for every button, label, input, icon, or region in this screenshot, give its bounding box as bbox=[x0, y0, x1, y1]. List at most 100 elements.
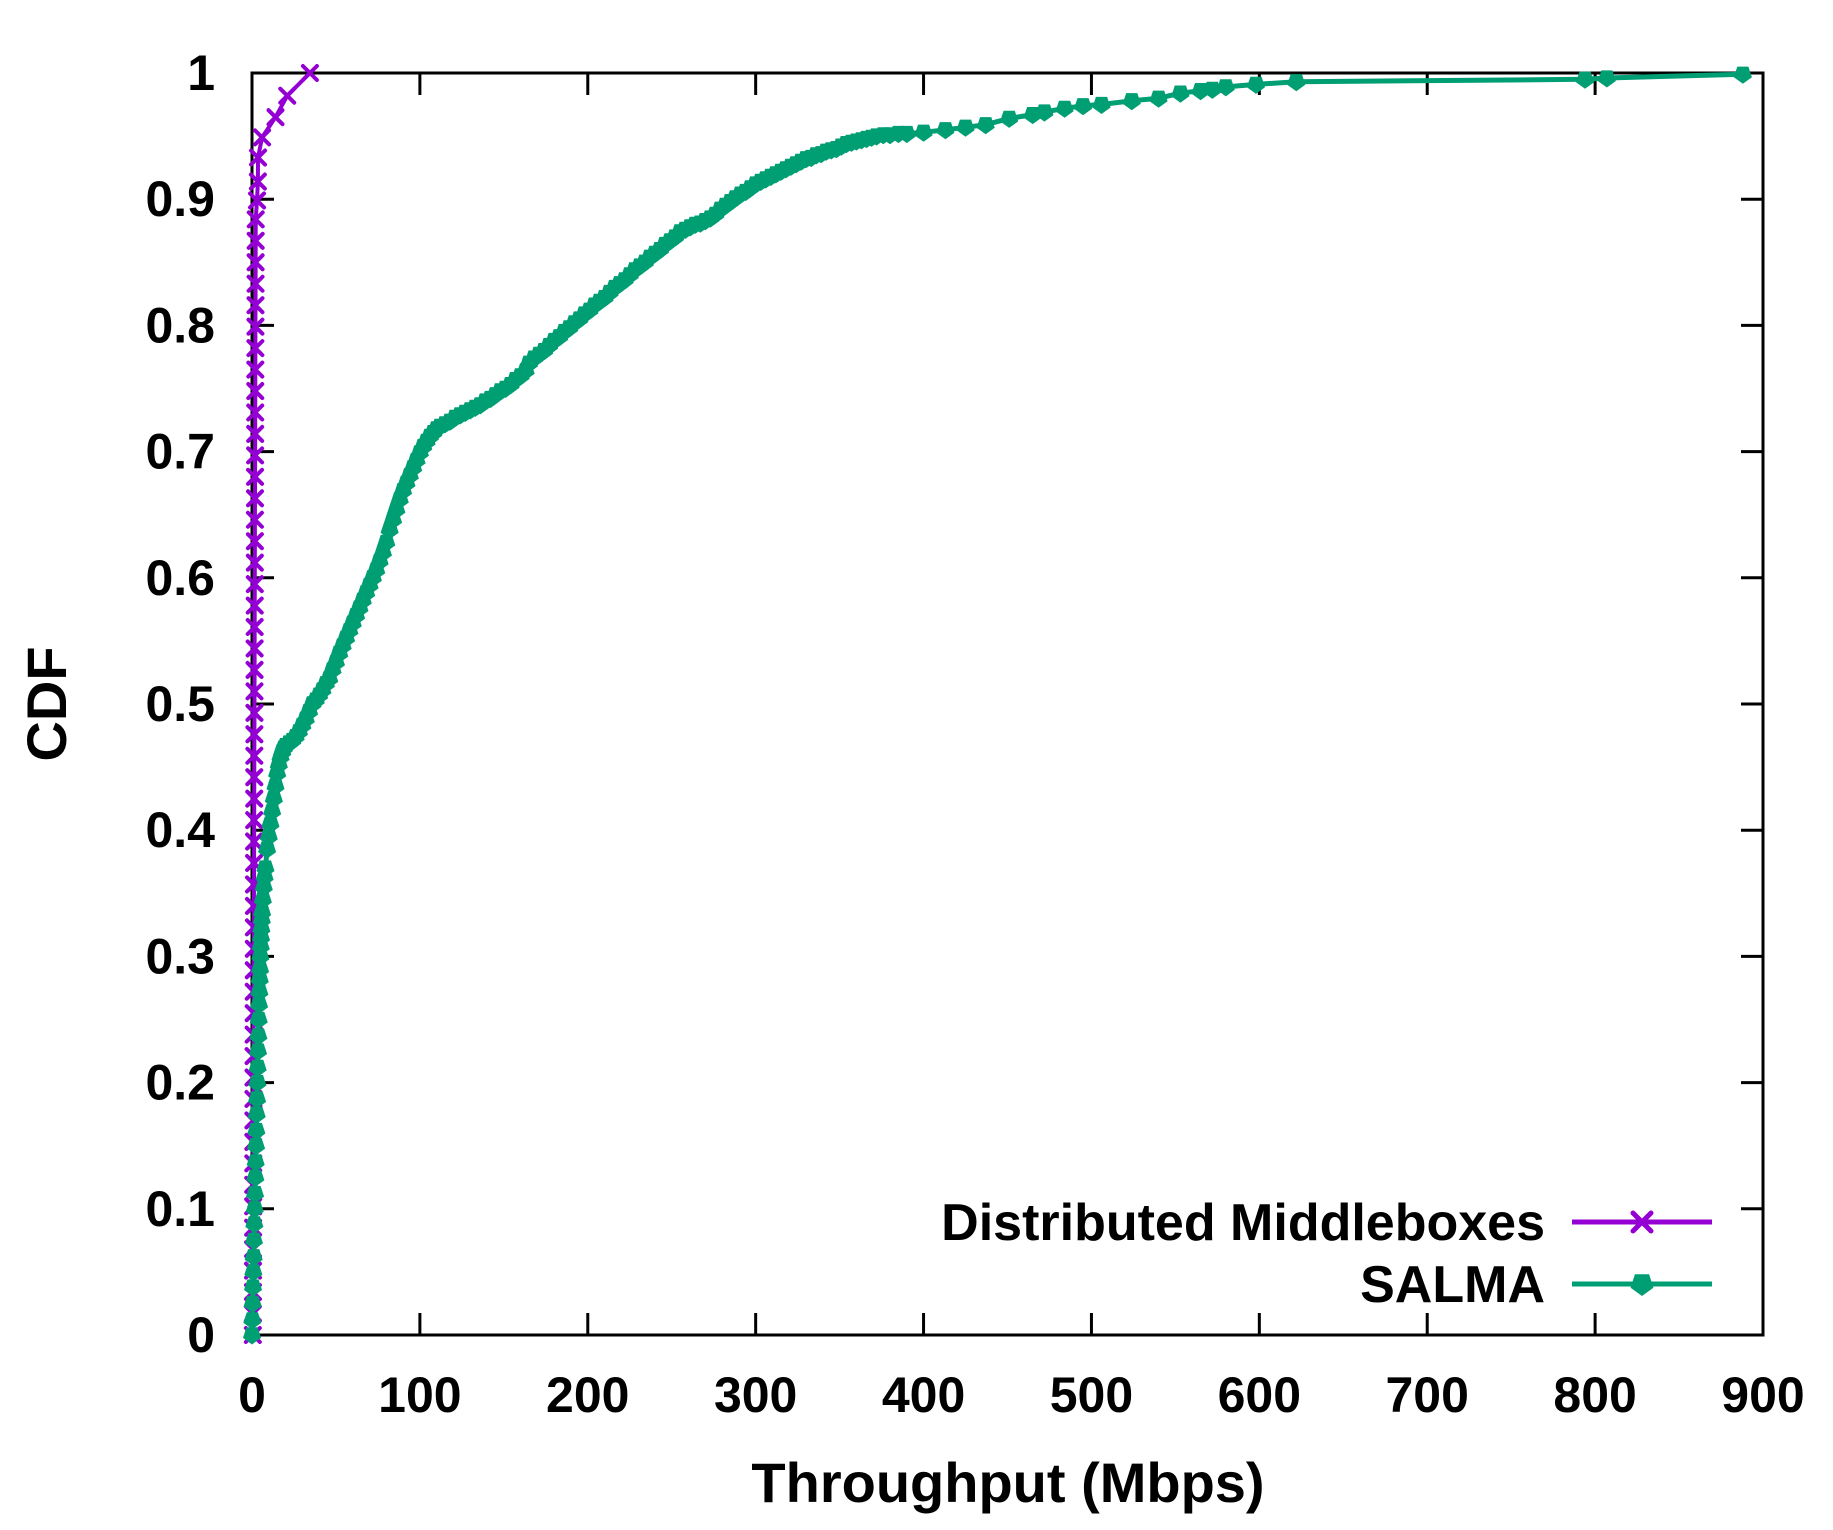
y-tick-label: 1 bbox=[187, 45, 215, 101]
x-cross-marker bbox=[248, 172, 267, 191]
pentagon-marker bbox=[250, 971, 269, 989]
x-cross-marker bbox=[246, 424, 265, 443]
x-cross-marker bbox=[245, 510, 264, 529]
pentagon-marker bbox=[246, 1169, 265, 1187]
y-tick-label: 0.4 bbox=[145, 802, 215, 858]
pentagon-marker bbox=[243, 1327, 261, 1345]
x-tick-label: 200 bbox=[546, 1367, 629, 1423]
pentagon-marker bbox=[1149, 90, 1168, 108]
pentagon-marker bbox=[249, 1028, 268, 1046]
x-cross-marker bbox=[245, 553, 264, 572]
x-axis-title: Throughput (Mbps) bbox=[751, 1451, 1264, 1514]
pentagon-marker bbox=[247, 1122, 266, 1141]
x-cross-marker bbox=[245, 660, 264, 679]
x-cross-marker bbox=[246, 317, 265, 336]
pentagon-marker bbox=[1000, 110, 1019, 128]
x-cross-marker bbox=[245, 596, 264, 615]
plot-area: 0 100 200 300 400 500 600 700 800 900 0 0.1 0.2 0.3 0.… bbox=[145, 45, 1804, 1423]
pentagon-marker bbox=[1576, 71, 1595, 89]
pentagon-marker bbox=[261, 816, 280, 834]
x-tick-label: 800 bbox=[1553, 1367, 1636, 1423]
pentagon-marker bbox=[1216, 79, 1235, 97]
y-tick-label: 0.9 bbox=[145, 171, 215, 227]
series-salma bbox=[243, 66, 1752, 1345]
x-cross-marker bbox=[245, 703, 264, 722]
pentagon-marker bbox=[249, 1011, 268, 1029]
axis-ticks: 0 100 200 300 400 500 600 700 800 900 0 0.1 0.2 0.3 0.… bbox=[145, 45, 1804, 1423]
x-cross-marker bbox=[246, 446, 265, 465]
x-cross-marker bbox=[278, 86, 297, 105]
x-cross-marker bbox=[246, 467, 265, 486]
y-tick-label: 0.5 bbox=[145, 676, 215, 732]
pentagon-marker bbox=[1203, 81, 1222, 99]
legend-pentagon-marker bbox=[1630, 1274, 1654, 1296]
pentagon-marker bbox=[245, 1216, 264, 1234]
pentagon-marker bbox=[248, 1091, 267, 1109]
pentagon-marker bbox=[1122, 93, 1141, 111]
x-cross-marker bbox=[246, 360, 265, 379]
series-markers-salma bbox=[243, 66, 1752, 1345]
x-cross-marker bbox=[246, 296, 265, 315]
x-cross-marker bbox=[246, 210, 265, 229]
pentagon-marker bbox=[248, 1074, 267, 1093]
pentagon-marker bbox=[377, 534, 396, 552]
pentagon-marker bbox=[256, 860, 275, 878]
pentagon-marker bbox=[264, 791, 283, 809]
x-tick-label: 300 bbox=[714, 1367, 797, 1423]
x-cross-marker bbox=[245, 575, 264, 594]
x-tick-label: 400 bbox=[882, 1367, 965, 1423]
x-tick-label: 600 bbox=[1218, 1367, 1301, 1423]
pentagon-marker bbox=[914, 124, 933, 142]
y-tick-label: 0.3 bbox=[145, 928, 215, 984]
x-cross-marker bbox=[246, 231, 265, 250]
pentagon-marker bbox=[1074, 98, 1093, 116]
pentagon-marker bbox=[1733, 66, 1752, 84]
pentagon-marker bbox=[244, 1279, 262, 1297]
y-tick-label: 0 bbox=[187, 1307, 215, 1363]
pentagon-marker bbox=[251, 961, 270, 979]
pentagon-marker bbox=[248, 1059, 267, 1077]
pentagon-marker bbox=[1171, 85, 1190, 103]
y-tick-label: 0.8 bbox=[145, 297, 215, 353]
x-cross-marker bbox=[245, 789, 264, 808]
x-cross-marker bbox=[253, 128, 272, 147]
x-cross-marker bbox=[246, 403, 265, 422]
x-cross-marker bbox=[245, 746, 264, 765]
y-tick-label: 0.6 bbox=[145, 550, 215, 606]
x-cross-marker bbox=[245, 811, 264, 830]
series-line-salma bbox=[249, 71, 1746, 1338]
x-cross-marker bbox=[246, 339, 265, 358]
pentagon-marker bbox=[246, 1186, 265, 1204]
y-tick-label: 0.2 bbox=[145, 1055, 215, 1111]
x-tick-label: 900 bbox=[1721, 1367, 1804, 1423]
pentagon-marker bbox=[1597, 70, 1616, 88]
pentagon-marker bbox=[253, 904, 272, 922]
pentagon-marker bbox=[247, 1138, 266, 1156]
pentagon-marker bbox=[956, 119, 975, 137]
x-cross-marker bbox=[246, 382, 265, 401]
legend-x-cross-marker bbox=[1630, 1210, 1654, 1234]
legend: Distributed Middleboxes SALMA bbox=[941, 1194, 1712, 1314]
x-cross-marker bbox=[245, 682, 264, 701]
pentagon-marker bbox=[976, 117, 995, 135]
pentagon-marker bbox=[246, 1154, 265, 1172]
x-cross-marker bbox=[245, 532, 264, 551]
y-tick-label: 0.1 bbox=[145, 1181, 215, 1237]
x-tick-label: 100 bbox=[378, 1367, 461, 1423]
pentagon-marker bbox=[1055, 100, 1074, 118]
pentagon-marker bbox=[897, 125, 916, 144]
x-tick-label: 0 bbox=[238, 1367, 266, 1423]
pentagon-marker bbox=[936, 122, 955, 140]
x-cross-marker bbox=[246, 253, 265, 272]
x-cross-marker bbox=[248, 191, 267, 210]
pentagon-marker bbox=[250, 984, 269, 1002]
x-tick-label: 700 bbox=[1386, 1367, 1469, 1423]
pentagon-marker bbox=[258, 841, 277, 859]
plot-border bbox=[250, 71, 1765, 1337]
pentagon-marker bbox=[251, 948, 270, 966]
pentagon-marker bbox=[263, 803, 282, 821]
pentagon-marker bbox=[259, 828, 278, 846]
legend-label-distributed-middleboxes: Distributed Middleboxes bbox=[941, 1194, 1545, 1252]
